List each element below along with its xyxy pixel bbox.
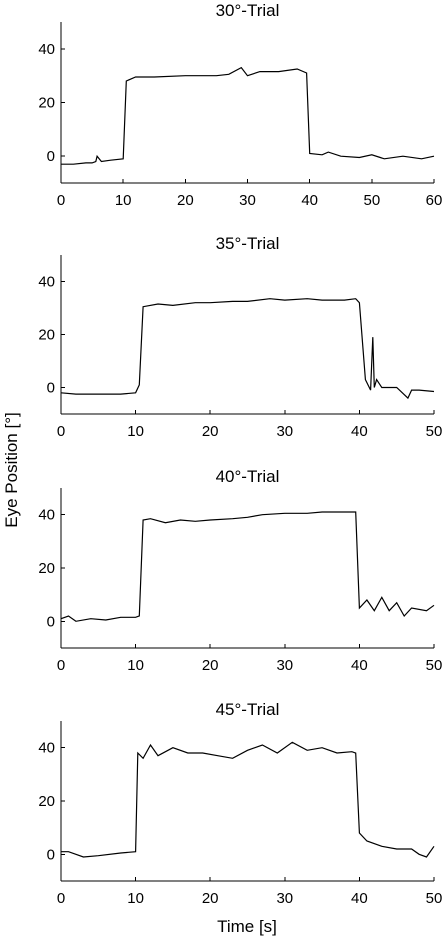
y-tick-label: 20 (38, 327, 55, 344)
y-tick-label: 20 (38, 793, 55, 810)
x-tick-label: 60 (426, 192, 443, 209)
panel-title: 30°-Trial (216, 1, 280, 20)
panel-title: 35°-Trial (216, 234, 280, 253)
x-tick-label: 0 (57, 890, 65, 907)
x-tick-label: 0 (57, 423, 65, 440)
eye-position-trace (60, 511, 435, 622)
y-tick-label: 20 (38, 560, 55, 577)
x-tick-label: 10 (127, 890, 144, 907)
panel-title: 45°-Trial (216, 700, 280, 719)
x-tick-label: 0 (57, 192, 65, 209)
x-tick-label: 30 (276, 890, 293, 907)
eye-position-trace (60, 298, 435, 400)
y-tick-label: 0 (47, 846, 55, 863)
eye-position-trace (61, 741, 435, 858)
y-tick-label: 0 (47, 380, 55, 397)
y-tick-label: 20 (38, 95, 55, 112)
x-tick-label: 30 (276, 657, 293, 674)
x-tick-label: 0 (57, 657, 65, 674)
x-tick-label: 40 (351, 890, 368, 907)
eye-position-trace (61, 66, 435, 165)
x-tick-label: 10 (115, 192, 132, 209)
x-tick-label: 50 (363, 192, 380, 209)
x-tick-label: 10 (127, 657, 144, 674)
x-tick-label: 30 (276, 423, 293, 440)
x-tick-label: 50 (426, 423, 443, 440)
x-tick-label: 50 (426, 657, 443, 674)
x-tick-label: 40 (301, 192, 318, 209)
y-tick-label: 0 (47, 148, 55, 165)
x-tick-label: 40 (351, 657, 368, 674)
y-axis-label: Eye Position [°] (2, 412, 21, 527)
x-tick-label: 20 (202, 890, 219, 907)
x-tick-label: 20 (202, 657, 219, 674)
x-tick-label: 20 (177, 192, 194, 209)
y-tick-label: 0 (47, 613, 55, 630)
y-tick-label: 40 (38, 274, 55, 291)
panel-1: 30°-Trial 0 20 40 0 10 20 30 40 50 60 (38, 1, 442, 209)
panel-3: 40°-Trial 0 20 40 0 10 20 30 40 50 (38, 467, 442, 674)
panel-title: 40°-Trial (216, 467, 280, 486)
y-tick-label: 40 (38, 740, 55, 757)
y-tick-label: 40 (38, 507, 55, 524)
x-tick-label: 10 (127, 423, 144, 440)
x-axis-label: Time [s] (217, 917, 277, 936)
x-tick-label: 30 (239, 192, 256, 209)
y-tick-label: 40 (38, 41, 55, 58)
panel-4: 45°-Trial 0 20 40 0 10 20 30 40 50 (38, 700, 442, 907)
x-tick-label: 20 (202, 423, 219, 440)
x-tick-label: 50 (426, 890, 443, 907)
x-tick-label: 40 (351, 423, 368, 440)
panel-2: 35°-Trial 0 20 40 0 10 20 30 40 50 (38, 234, 442, 440)
